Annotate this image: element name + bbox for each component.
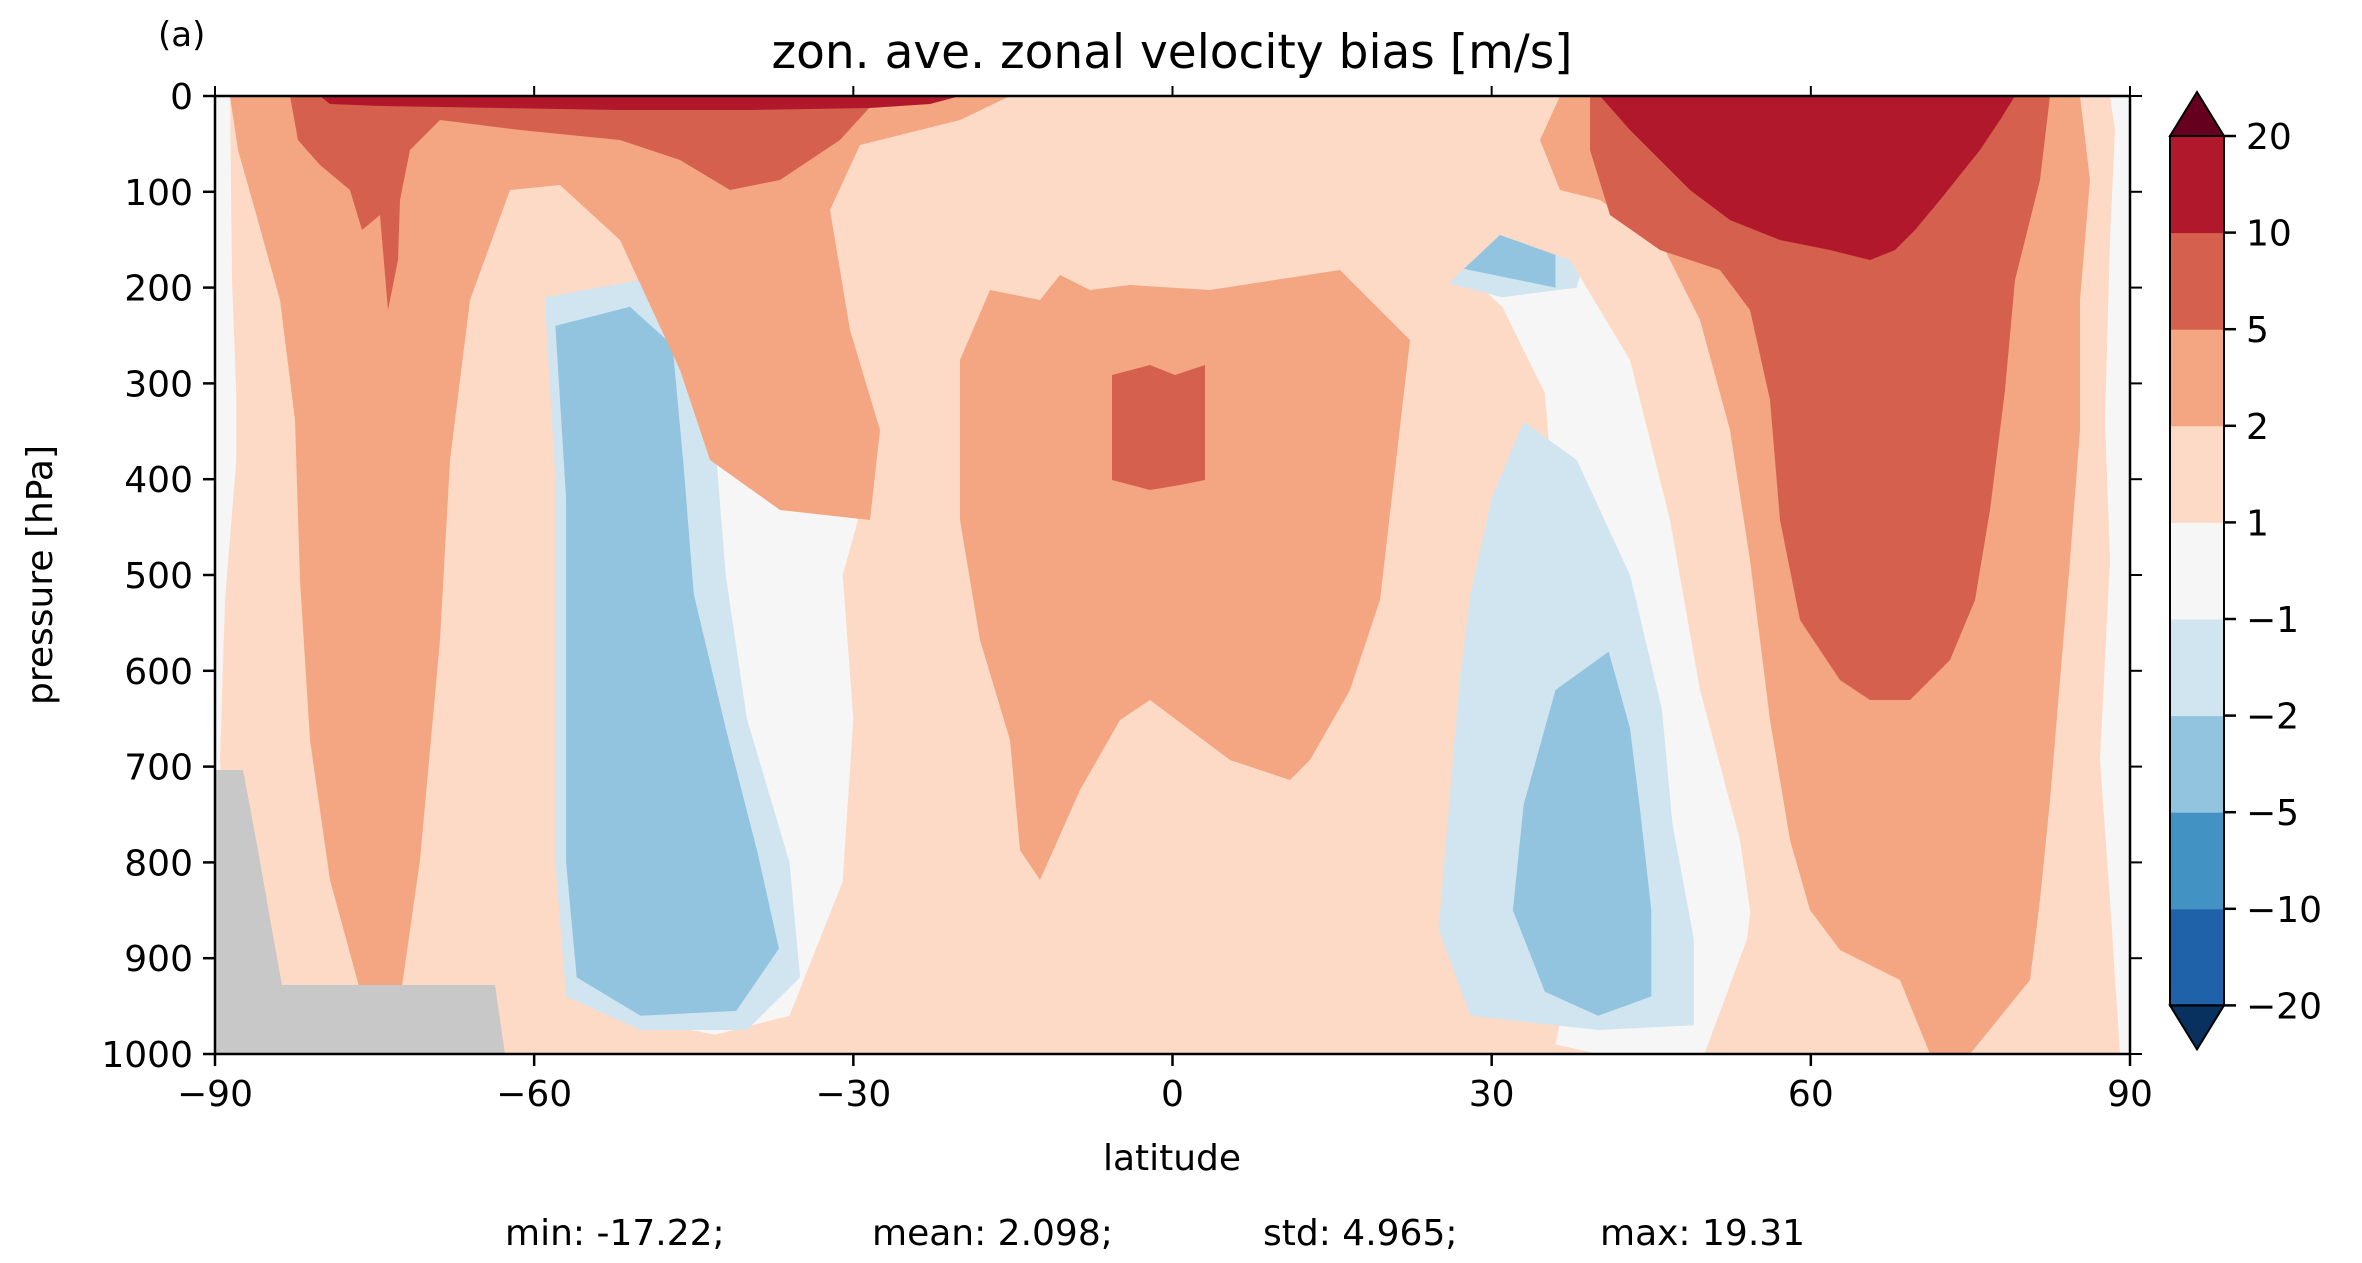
- colorbar-segment: [2170, 232, 2224, 330]
- colorbar-extend-high: [2168, 90, 2226, 137]
- contour-level-10-to-20: [320, 96, 960, 110]
- colorbar-segment: [2170, 908, 2224, 1006]
- colorbar: −20 −10 −5 −2 −1 1 2 5 10 20: [2168, 90, 2322, 1052]
- x-axis: −90 −60 −30 0 30 60 90 latitude: [177, 86, 2153, 1179]
- contour-region-3: [555, 306, 779, 1016]
- contour-region-5: [1512, 651, 1652, 1016]
- y-tick-label: 0: [170, 77, 193, 118]
- contour-level-10-to-20-north: [1600, 96, 2015, 260]
- colorbar-tick-label: 5: [2246, 310, 2269, 351]
- colorbar-frame: [2169, 135, 2225, 1007]
- contour-level-2-to-5: [230, 96, 1010, 1000]
- y-tick-label: 800: [124, 843, 193, 884]
- colorbar-segment: [2170, 522, 2224, 620]
- y-tick-label: 600: [124, 652, 193, 693]
- colorbar-tick-label: −20: [2246, 986, 2322, 1027]
- y-tick-label: 700: [124, 748, 193, 789]
- contour-level-5-to-10-north: [1590, 96, 2050, 700]
- y-tick-label: 100: [124, 173, 193, 214]
- topography-mask: [215, 770, 505, 1054]
- y-tick-label: 1000: [101, 1035, 193, 1076]
- colorbar-segment: [2170, 619, 2224, 717]
- colorbar-segment: [2170, 715, 2224, 813]
- contour-level-5-to-10-center: [1112, 365, 1205, 490]
- colorbar-tick-label: 2: [2246, 407, 2269, 448]
- colorbar-segment: [2170, 812, 2224, 910]
- colorbar-tick-label: 1: [2246, 503, 2269, 544]
- x-tick-label: 90: [2107, 1074, 2153, 1115]
- x-tick-label: 60: [1788, 1074, 1834, 1115]
- y-axis: 0 100 200 300 400 500 600 700 800 900 1000 pressur…: [20, 77, 2142, 1076]
- x-axis-label: latitude: [1103, 1138, 1241, 1179]
- contour-level-5-to-10: [290, 96, 880, 310]
- y-tick-label: 200: [124, 269, 193, 310]
- chart-title: zon. ave. zonal velocity bias [m/s]: [771, 25, 1572, 80]
- contour-level-2-to-5-center: [960, 270, 1410, 880]
- x-tick-label: 0: [1161, 1074, 1184, 1115]
- colorbar-tick-label: 10: [2246, 214, 2292, 255]
- x-tick-label: −30: [815, 1074, 891, 1115]
- x-tick-label: −60: [496, 1074, 572, 1115]
- plot-area: [215, 96, 2130, 1054]
- colorbar-extend-low: [2168, 1004, 2226, 1052]
- colorbar-tick-label: −5: [2246, 793, 2299, 834]
- colorbar-tick-label: −2: [2246, 697, 2299, 738]
- panel-label: (a): [158, 15, 205, 55]
- stats-line: min: -17.22; mean: 2.098; std: 4.965; ma…: [505, 1213, 1805, 1254]
- stat-mean: mean: 2.098;: [872, 1213, 1113, 1254]
- y-tick-label: 400: [124, 460, 193, 501]
- colorbar-tick-label: −10: [2246, 890, 2322, 931]
- y-tick-label: 500: [124, 556, 193, 597]
- stat-min: min: -17.22;: [505, 1213, 725, 1254]
- stat-max: max: 19.31: [1600, 1213, 1805, 1254]
- plot-frame: [215, 94, 2132, 1054]
- y-tick-label: 300: [124, 364, 193, 405]
- x-tick-label: −90: [177, 1074, 253, 1115]
- y-tick-label: 900: [124, 939, 193, 980]
- colorbar-tick-label: 20: [2246, 117, 2292, 158]
- stat-std: std: 4.965;: [1263, 1213, 1457, 1254]
- colorbar-tick-label: −1: [2246, 600, 2299, 641]
- colorbar-segment: [2170, 136, 2224, 234]
- y-axis-label: pressure [hPa]: [20, 445, 61, 705]
- colorbar-segment: [2170, 425, 2224, 523]
- warm-contours: [220, 96, 2120, 1054]
- x-tick-label: 30: [1469, 1074, 1515, 1115]
- colorbar-segment: [2170, 329, 2224, 427]
